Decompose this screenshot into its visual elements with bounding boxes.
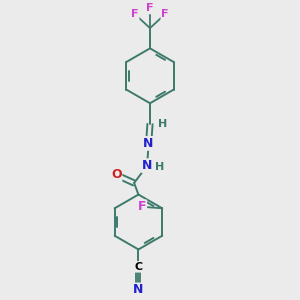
Text: F: F [161,9,169,19]
Text: H: H [154,162,164,172]
Text: F: F [146,4,154,14]
Text: O: O [111,168,122,182]
Text: F: F [138,200,146,213]
Text: N: N [143,137,154,150]
Text: F: F [131,9,139,19]
Text: N: N [133,284,144,296]
Text: C: C [134,262,142,272]
Text: H: H [158,119,167,129]
Text: N: N [142,159,152,172]
